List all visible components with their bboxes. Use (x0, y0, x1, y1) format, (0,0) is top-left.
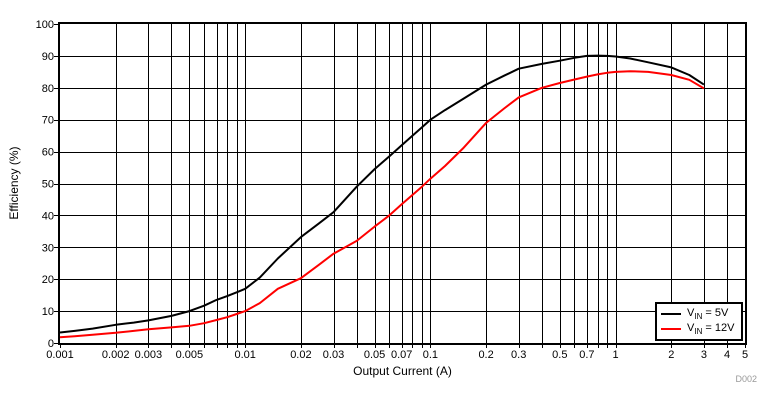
svg-text:0.001: 0.001 (46, 349, 74, 361)
svg-text:100: 100 (36, 19, 54, 31)
tick-marks (54, 24, 746, 348)
vin-12v-line-swatch (661, 328, 681, 330)
x-tick-labels: 0.001 0.002 0.003 0.005 0.01 0.02 0.03 0.05 0.07… (46, 349, 748, 361)
svg-text:0.01: 0.01 (234, 349, 255, 361)
svg-text:60: 60 (42, 147, 54, 159)
svg-text:0.1: 0.1 (423, 349, 438, 361)
svg-text:0.002: 0.002 (102, 349, 130, 361)
svg-text:2: 2 (668, 349, 674, 361)
svg-text:0.3: 0.3 (511, 349, 526, 361)
svg-text:40: 40 (42, 210, 54, 222)
y-axis-title: Efficiency (%) (7, 146, 21, 220)
legend-label-subscript: IN (694, 312, 703, 322)
svg-text:20: 20 (42, 274, 54, 286)
svg-text:0.005: 0.005 (176, 349, 204, 361)
legend-label-vin-12v: VIN = 12V (687, 321, 734, 336)
legend-label-part: = 12V (702, 322, 735, 335)
svg-text:0.5: 0.5 (552, 349, 567, 361)
svg-text:0.03: 0.03 (323, 349, 344, 361)
svg-text:5: 5 (742, 349, 748, 361)
legend-label-part: V (687, 307, 695, 320)
series-curve-vin-5v (59, 54, 705, 334)
svg-text:80: 80 (42, 83, 54, 95)
legend-label-part: V (687, 322, 695, 335)
svg-text:50: 50 (42, 179, 54, 191)
gridlines (60, 24, 745, 343)
svg-text:3: 3 (701, 349, 707, 361)
legend-label-subscript: IN (694, 327, 703, 337)
series-curve-vin-12v (59, 70, 705, 339)
svg-text:10: 10 (42, 306, 54, 318)
svg-text:4: 4 (724, 349, 730, 361)
legend-label-vin-5v: VIN = 5V (687, 306, 728, 321)
svg-text:0.003: 0.003 (135, 349, 163, 361)
svg-text:30: 30 (42, 242, 54, 254)
svg-text:0.07: 0.07 (391, 349, 412, 361)
legend: VIN = 5V VIN = 12V (655, 302, 743, 341)
x-axis-title: Output Current (A) (353, 364, 452, 378)
svg-text:0.2: 0.2 (478, 349, 493, 361)
legend-label-part: = 5V (702, 307, 729, 320)
svg-text:0.05: 0.05 (364, 349, 385, 361)
svg-text:0.7: 0.7 (579, 349, 594, 361)
svg-text:90: 90 (42, 51, 54, 63)
legend-item-vin-12v: VIN = 12V (661, 322, 741, 337)
y-tick-labels: 0 10 20 30 40 50 60 70 80 90 100 (36, 19, 54, 350)
plot-frame (58, 22, 747, 345)
figure-id-label: D002 (735, 374, 757, 384)
svg-text:0.02: 0.02 (290, 349, 311, 361)
svg-text:0: 0 (48, 338, 54, 350)
legend-item-vin-5v: VIN = 5V (661, 307, 741, 322)
svg-text:70: 70 (42, 115, 54, 127)
svg-text:1: 1 (613, 349, 619, 361)
vin-5v-line-swatch (661, 313, 681, 315)
